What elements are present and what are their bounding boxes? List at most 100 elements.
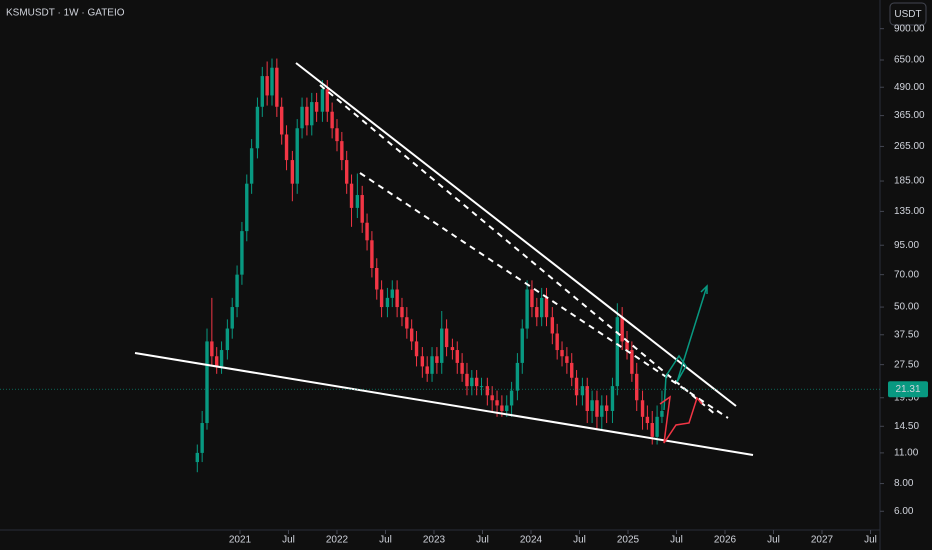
candle-body <box>590 400 594 411</box>
last-price-box <box>888 381 928 398</box>
candle-body <box>330 111 334 129</box>
candle-body <box>520 328 524 363</box>
y-tick-label: 490.00 <box>894 82 925 93</box>
candle-body <box>515 362 520 391</box>
candle-body <box>305 106 309 126</box>
marks <box>195 58 664 473</box>
x-tick-label: 2023 <box>423 535 446 546</box>
candle-body <box>379 289 384 308</box>
candle-body <box>375 268 379 290</box>
candle-body <box>249 148 254 184</box>
x-tick-label: Jul <box>864 535 877 546</box>
candle-body <box>635 373 639 401</box>
candle-body <box>275 67 279 107</box>
x-tick-label: Jul <box>379 535 392 546</box>
candle-body <box>544 297 549 318</box>
candle-body <box>530 289 534 308</box>
candle-body <box>200 423 204 453</box>
candle-body <box>420 356 425 367</box>
candle-body <box>340 141 344 161</box>
candle-body <box>585 386 589 411</box>
candle-body <box>495 400 499 406</box>
last-price-label: 21.31 <box>895 384 920 395</box>
y-tick-label: 365.00 <box>894 110 925 121</box>
y-tick-label: 14.50 <box>894 421 919 432</box>
candle-body <box>509 390 514 406</box>
candle-body <box>555 333 559 351</box>
candle-body <box>620 317 624 342</box>
candle-body <box>479 386 484 388</box>
candle-body <box>314 102 319 112</box>
candle-body <box>474 377 479 387</box>
candle-body <box>625 341 629 351</box>
candle-body <box>645 416 650 424</box>
trendline <box>295 62 737 407</box>
candle-body <box>505 405 509 411</box>
y-tick-label: 8.00 <box>894 478 914 489</box>
x-tick-label: Jul <box>573 535 586 546</box>
candle-body <box>235 274 239 308</box>
candle-body <box>570 362 574 378</box>
candle-body <box>500 405 504 411</box>
y-tick-label: 185.00 <box>894 176 925 187</box>
candle-body <box>405 317 409 329</box>
candle-body <box>219 350 224 367</box>
candle-body <box>600 405 604 417</box>
candle-body <box>255 106 260 149</box>
candle-body <box>385 297 390 308</box>
candle-body <box>565 356 569 363</box>
candle-body <box>435 356 439 363</box>
candle-body <box>425 366 429 374</box>
candle-body <box>610 386 615 411</box>
candle-body <box>615 317 620 387</box>
candle-body <box>215 356 219 367</box>
candle-body <box>485 386 490 396</box>
x-tick-label: Jul <box>282 535 295 546</box>
candle-body <box>335 128 339 142</box>
candle-body <box>260 76 264 107</box>
candle-body <box>470 377 474 387</box>
currency-label[interactable]: USDT <box>894 9 921 20</box>
candle-body <box>279 106 284 135</box>
candle-body <box>400 307 404 318</box>
y-tick-label: 19.50 <box>894 392 919 403</box>
y-tick-label: 37.50 <box>894 329 919 340</box>
x-tick-label: Jul <box>476 535 489 546</box>
candle-body <box>225 328 230 351</box>
y-tick-label: 27.50 <box>894 359 919 370</box>
candle-body <box>395 289 399 308</box>
candle-body <box>535 307 539 318</box>
candle-body <box>325 89 329 112</box>
currency-button[interactable] <box>889 2 927 26</box>
x-tick-label: 2022 <box>326 535 349 546</box>
y-tick-label: 650.00 <box>894 55 925 66</box>
candle-body <box>574 377 579 396</box>
x-tick-label: 2027 <box>811 535 834 546</box>
candle-body <box>650 423 654 437</box>
candle-body <box>360 195 364 223</box>
projection-up <box>663 285 708 411</box>
candle-body <box>390 289 394 298</box>
candle-body <box>595 400 599 417</box>
candle-body <box>210 341 214 357</box>
candle-body <box>310 102 314 126</box>
candle-body <box>465 373 469 387</box>
drawings <box>134 62 754 456</box>
candle-body <box>580 386 585 396</box>
candle-body <box>365 222 369 241</box>
x-tick-label: 2025 <box>617 535 640 546</box>
candle-body <box>320 89 325 112</box>
candle-body <box>460 362 464 374</box>
candle-body <box>265 76 269 96</box>
y-tick-label: 95.00 <box>894 240 919 251</box>
candle-body <box>430 356 434 374</box>
candle-body <box>284 134 289 161</box>
candle-body <box>344 160 349 184</box>
y-tick-label: 70.00 <box>894 269 919 280</box>
x-tick-label: 2026 <box>714 535 737 546</box>
candle-body <box>270 67 274 96</box>
candle-body <box>490 395 494 401</box>
candle-body <box>440 328 444 363</box>
